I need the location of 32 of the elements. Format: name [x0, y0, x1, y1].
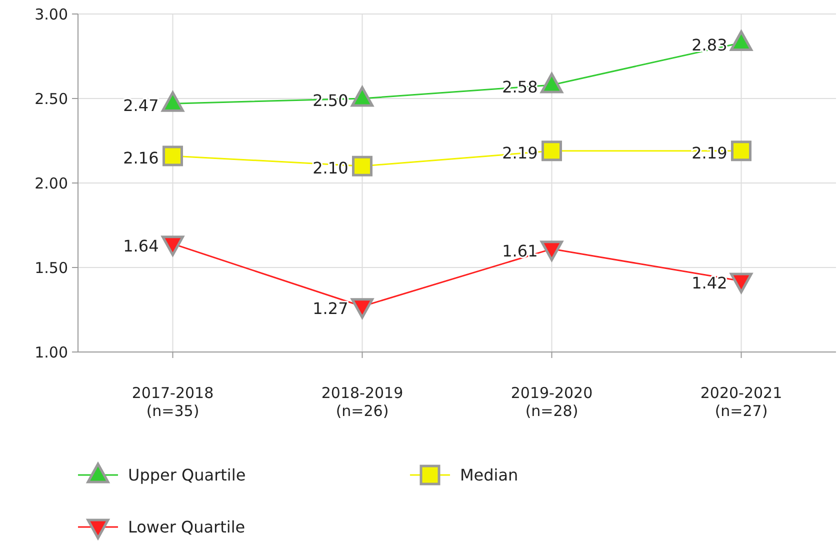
point	[162, 236, 184, 256]
point	[162, 91, 184, 112]
legend-label: Median	[460, 466, 518, 485]
y-tick-label: 1.50	[34, 258, 68, 277]
point	[540, 72, 563, 94]
legend-label: Lower Quartile	[128, 518, 246, 537]
y-tick-label: 2.50	[34, 90, 68, 108]
data-label: 1.42	[692, 274, 728, 293]
data-label: 2.83	[692, 35, 728, 54]
point	[162, 146, 183, 166]
x-tick-label: 2017-2018 (n=35)	[132, 384, 214, 420]
x-tick-label: 2020-2021 (n=27)	[700, 384, 782, 420]
point	[542, 140, 562, 162]
x-tick-label: 2019-2020 (n=28)	[510, 384, 593, 420]
data-label: 1.61	[502, 242, 538, 261]
data-label: 1.64	[123, 236, 159, 256]
point	[540, 240, 563, 262]
point	[730, 30, 752, 51]
data-label: 1.27	[312, 298, 348, 318]
data-label: 2.47	[123, 96, 159, 116]
legend-label: Upper Quartile	[128, 466, 246, 485]
point	[351, 86, 374, 107]
point	[352, 156, 372, 176]
data-label: 2.10	[312, 158, 348, 178]
point	[351, 298, 374, 319]
x-tick-label: 2018-2019 (n=26)	[321, 384, 404, 420]
y-tick-label: 1.00	[34, 343, 68, 362]
y-tick-label: 2.00	[34, 174, 68, 192]
y-tick-label: 3.00	[34, 5, 68, 24]
data-label: 2.16	[123, 148, 159, 168]
point	[730, 272, 752, 294]
point	[731, 140, 752, 162]
